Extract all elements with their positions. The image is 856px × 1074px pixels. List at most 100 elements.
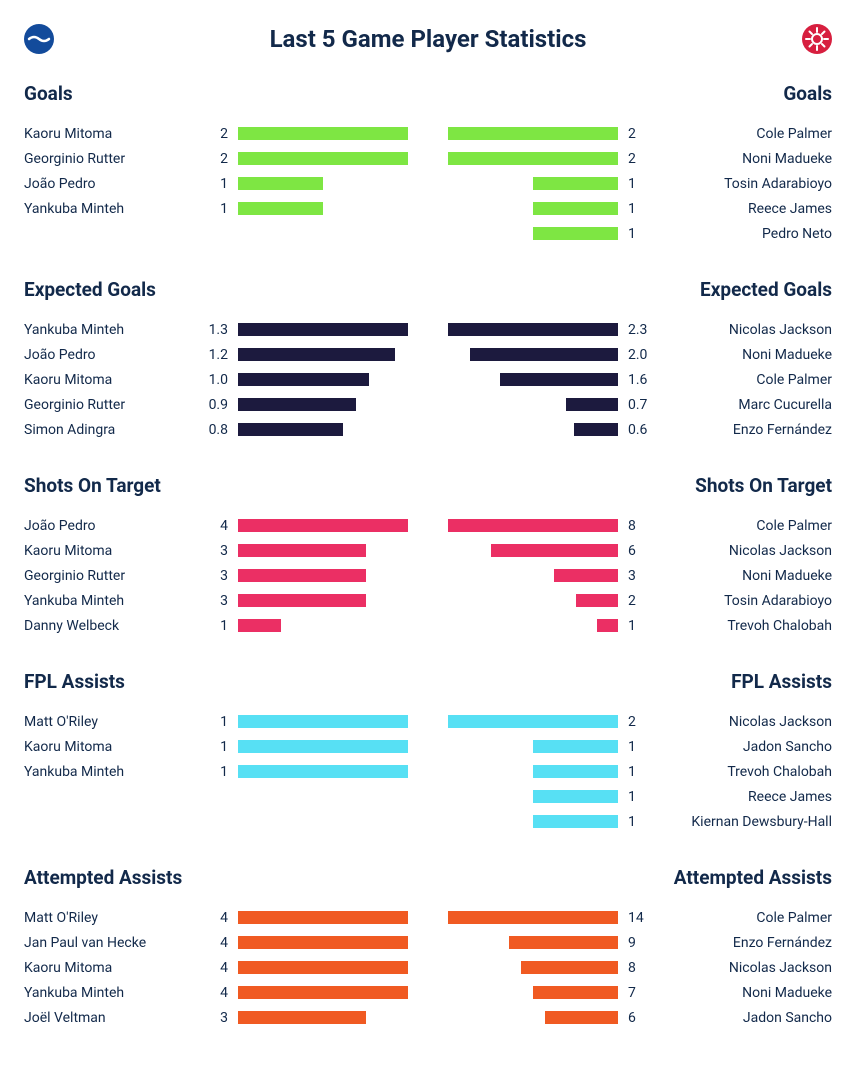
bar-track: [448, 323, 618, 336]
player-name: Yankuba Minteh: [24, 985, 194, 1001]
player-name: Nicolas Jackson: [662, 322, 832, 338]
stat-value: 8: [628, 960, 652, 976]
player-name: Jan Paul van Hecke: [24, 935, 194, 951]
player-name: Kaoru Mitoma: [24, 543, 194, 559]
stat-value: 1.6: [628, 372, 652, 388]
bar-fill: [238, 715, 408, 728]
bar-fill: [566, 398, 618, 411]
stat-value: 0.6: [628, 422, 652, 438]
player-name: Cole Palmer: [662, 126, 832, 142]
bar-fill: [238, 544, 366, 557]
bar-fill: [238, 202, 323, 215]
stat-side-left: Expected GoalsYankuba Minteh1.3João Pedr…: [24, 278, 408, 442]
bar-track: [448, 986, 618, 999]
bar-track: [448, 594, 618, 607]
stat-value: 1: [204, 764, 228, 780]
stat-row: Jan Paul van Hecke 4: [24, 930, 408, 955]
stat-row: Noni Madueke2: [448, 146, 832, 171]
bar-track: [448, 544, 618, 557]
player-name: Jadon Sancho: [662, 739, 832, 755]
stat-value: 2: [204, 126, 228, 142]
section-title: Expected Goals: [24, 278, 408, 301]
stat-row: Cole Palmer1.6: [448, 367, 832, 392]
player-name: Matt O'Riley: [24, 714, 194, 730]
bar-fill: [533, 227, 618, 240]
stat-row: Jadon Sancho6: [448, 1005, 832, 1030]
stat-value: 3: [204, 568, 228, 584]
bar-fill: [238, 569, 366, 582]
player-name: Nicolas Jackson: [662, 543, 832, 559]
player-name: João Pedro: [24, 347, 194, 363]
stat-row: Georginio Rutter2: [24, 146, 408, 171]
stat-row: Joël Veltman3: [24, 1005, 408, 1030]
stat-value: 2: [628, 714, 652, 730]
player-name: Noni Madueke: [662, 347, 832, 363]
bar-track: [238, 1011, 408, 1024]
bar-track: [448, 961, 618, 974]
stat-value: 2.3: [628, 322, 652, 338]
stat-value: 1: [628, 176, 652, 192]
player-name: Georginio Rutter: [24, 568, 194, 584]
section-title: Shots On Target: [448, 474, 832, 497]
player-name: Pedro Neto: [662, 226, 832, 242]
stat-side-left: GoalsKaoru Mitoma2Georginio Rutter2João …: [24, 82, 408, 246]
bar-fill: [597, 619, 618, 632]
bar-track: [238, 986, 408, 999]
player-name: Nicolas Jackson: [662, 960, 832, 976]
stat-row: Kaoru Mitoma 2: [24, 121, 408, 146]
player-name: Georginio Rutter: [24, 397, 194, 413]
stat-side-left: FPL AssistsMatt O'Riley1Kaoru Mitoma1Yan…: [24, 670, 408, 834]
stat-value: 1: [204, 739, 228, 755]
stat-row: João Pedro1.2: [24, 342, 408, 367]
stat-row: Yankuba Minteh3: [24, 588, 408, 613]
stat-side-right: Shots On Target Cole Palmer8 Nicolas Jacks…: [448, 474, 832, 638]
bar-fill: [238, 323, 408, 336]
player-name: Nicolas Jackson: [662, 714, 832, 730]
player-name: Trevoh Chalobah: [662, 764, 832, 780]
bar-track: [238, 594, 408, 607]
bar-fill: [238, 986, 408, 999]
stat-side-right: FPL AssistsNicolas Jackson2Jadon Sancho1…: [448, 670, 832, 834]
player-name: Trevoh Chalobah: [662, 618, 832, 634]
player-name: Kaoru Mitoma: [24, 960, 194, 976]
bar-fill: [448, 519, 618, 532]
stat-row: Georginio Rutter0.9: [24, 392, 408, 417]
stat-row: Cole Palmer8: [448, 513, 832, 538]
bar-fill: [238, 519, 408, 532]
bar-track: [238, 619, 408, 632]
stat-value: 1: [628, 739, 652, 755]
stat-row: Jadon Sancho 1: [448, 734, 832, 759]
stat-row: Yankuba Minteh1: [24, 759, 408, 784]
bar-track: [238, 423, 408, 436]
stat-value: 6: [628, 1010, 652, 1026]
header: Last 5 Game Player Statistics: [24, 24, 832, 54]
bar-track: [448, 1011, 618, 1024]
bar-track: [238, 911, 408, 924]
bar-track: [238, 519, 408, 532]
bar-track: [238, 715, 408, 728]
stat-row: Reece James1: [448, 196, 832, 221]
player-name: Joël Veltman: [24, 1010, 194, 1026]
stat-value: 4: [204, 960, 228, 976]
bar-track: [448, 177, 618, 190]
stat-row: Matt O'Riley4: [24, 905, 408, 930]
bar-fill: [238, 348, 395, 361]
bar-track: [448, 423, 618, 436]
player-name: Enzo Fernández: [662, 935, 832, 951]
stat-row: Georginio Rutter 3: [24, 563, 408, 588]
player-name: Kaoru Mitoma: [24, 126, 194, 142]
section-title: Goals: [448, 82, 832, 105]
bar-fill: [238, 765, 408, 778]
stat-value: 4: [204, 985, 228, 1001]
bar-fill: [448, 152, 618, 165]
stat-value: 0.7: [628, 397, 652, 413]
bar-track: [448, 202, 618, 215]
section-title: FPL Assists: [24, 670, 408, 693]
bar-track: [448, 790, 618, 803]
bar-fill: [238, 1011, 366, 1024]
stat-value: 1: [204, 714, 228, 730]
stat-value: 4: [204, 935, 228, 951]
stat-value: 3: [628, 568, 652, 584]
right-team-badge: [802, 24, 832, 54]
bar-track: [238, 177, 408, 190]
